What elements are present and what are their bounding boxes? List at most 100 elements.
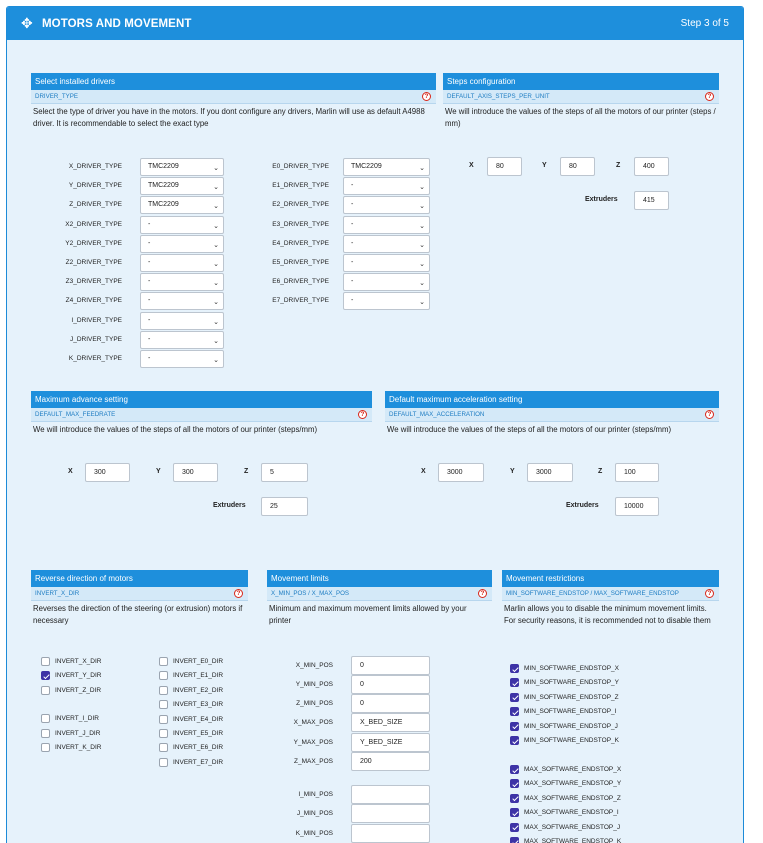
driver-select[interactable]: - ⌄ [140, 273, 224, 292]
z-label: Z [244, 468, 249, 475]
checkbox[interactable] [510, 793, 519, 803]
invert-checkbox[interactable]: INVERT_Z_DIR [41, 685, 101, 697]
max-endstop-checkbox[interactable]: MAX_SOFTWARE_ENDSTOP_I [510, 807, 619, 819]
feedrate-x-input[interactable]: 300 [85, 463, 130, 482]
checkbox[interactable] [159, 657, 168, 666]
question-circle-icon[interactable]: ? [358, 410, 367, 419]
limit-input[interactable] [351, 824, 430, 843]
driver-select[interactable]: TMC2209 ⌄ [140, 196, 224, 215]
steps-extruders-input[interactable]: 415 [634, 191, 669, 210]
limit-input[interactable] [351, 804, 430, 823]
checkbox[interactable] [510, 837, 519, 843]
question-circle-icon[interactable]: ? [478, 589, 487, 598]
driver-select[interactable]: - ⌄ [343, 215, 430, 234]
checkbox[interactable] [159, 685, 168, 695]
min-endstop-checkbox[interactable]: MIN_SOFTWARE_ENDSTOP_X [510, 663, 619, 675]
driver-select[interactable]: TMC2209 ⌄ [140, 158, 224, 176]
driver-select[interactable]: - ⌄ [140, 350, 224, 368]
question-circle-icon[interactable]: ? [705, 92, 714, 101]
feedrate-z-input[interactable]: 5 [261, 463, 308, 482]
checkbox[interactable] [41, 743, 50, 752]
checkbox[interactable] [510, 664, 519, 673]
feedrate-extruders-input[interactable]: 25 [261, 497, 308, 516]
checkbox[interactable] [510, 692, 519, 702]
checkbox[interactable] [159, 714, 168, 724]
steps-y-input[interactable]: 80 [560, 157, 595, 176]
min-endstop-checkbox[interactable]: MIN_SOFTWARE_ENDSTOP_J [510, 721, 618, 733]
accel-y-input[interactable]: 3000 [527, 463, 573, 482]
checkbox[interactable] [41, 729, 50, 738]
invert-checkbox[interactable]: INVERT_X_DIR [41, 656, 101, 668]
min-endstop-checkbox[interactable]: MIN_SOFTWARE_ENDSTOP_Y [510, 677, 619, 689]
min-endstop-checkbox[interactable]: MIN_SOFTWARE_ENDSTOP_I [510, 706, 616, 718]
driver-select[interactable]: TMC2209 ⌄ [140, 177, 224, 196]
checkbox[interactable] [41, 714, 50, 723]
checkbox[interactable] [159, 743, 168, 753]
invert-checkbox[interactable]: INVERT_E1_DIR [159, 670, 223, 682]
driver-select[interactable]: - ⌄ [140, 215, 224, 234]
max-endstop-checkbox[interactable]: MAX_SOFTWARE_ENDSTOP_Z [510, 793, 621, 805]
checkbox[interactable] [41, 671, 50, 680]
steps-x-input[interactable]: 80 [487, 157, 522, 176]
limit-input[interactable]: 0 [351, 694, 430, 713]
max-endstop-checkbox[interactable]: MAX_SOFTWARE_ENDSTOP_Y [510, 778, 621, 790]
invert-checkbox[interactable]: INVERT_E4_DIR [159, 714, 223, 726]
driver-select[interactable]: - ⌄ [140, 234, 224, 253]
driver-select[interactable]: - ⌄ [343, 292, 430, 311]
question-circle-icon[interactable]: ? [422, 92, 431, 101]
question-circle-icon[interactable]: ? [705, 589, 714, 598]
checkbox[interactable] [510, 808, 519, 818]
max-endstop-checkbox[interactable]: MAX_SOFTWARE_ENDSTOP_K [510, 836, 621, 843]
limit-input[interactable]: 0 [351, 675, 430, 694]
checkbox[interactable] [159, 671, 168, 681]
driver-select[interactable]: - ⌄ [140, 292, 224, 311]
accel-z-input[interactable]: 100 [615, 463, 659, 482]
checkbox[interactable] [510, 721, 519, 731]
feedrate-y-input[interactable]: 300 [173, 463, 218, 482]
checkbox[interactable] [510, 707, 519, 717]
checkbox[interactable] [510, 765, 519, 774]
invert-checkbox[interactable]: INVERT_E5_DIR [159, 728, 223, 740]
question-circle-icon[interactable]: ? [234, 589, 243, 598]
min-endstop-checkbox[interactable]: MIN_SOFTWARE_ENDSTOP_K [510, 735, 619, 747]
driver-select[interactable]: - ⌄ [343, 254, 430, 272]
driver-select[interactable]: - ⌄ [343, 234, 430, 253]
checkbox[interactable] [510, 678, 519, 688]
checkbox[interactable] [159, 729, 168, 738]
accel-extruders-input[interactable]: 10000 [615, 497, 659, 516]
checkbox[interactable] [159, 700, 168, 710]
max-endstop-checkbox[interactable]: MAX_SOFTWARE_ENDSTOP_J [510, 822, 620, 834]
checkbox[interactable] [510, 822, 519, 832]
checkbox[interactable] [159, 757, 168, 767]
driver-select[interactable]: - ⌄ [140, 330, 224, 349]
invert-checkbox[interactable]: INVERT_E7_DIR [159, 757, 223, 769]
driver-select[interactable]: - ⌄ [343, 196, 430, 215]
question-circle-icon[interactable]: ? [705, 410, 714, 419]
invert-checkbox[interactable]: INVERT_J_DIR [41, 728, 100, 740]
checkbox[interactable] [41, 657, 50, 666]
driver-select[interactable]: TMC2209 ⌄ [343, 158, 430, 176]
limit-input[interactable]: Y_BED_SIZE [351, 733, 430, 752]
steps-z-input[interactable]: 400 [634, 157, 669, 176]
invert-checkbox[interactable]: INVERT_E3_DIR [159, 699, 223, 711]
invert-checkbox[interactable]: INVERT_K_DIR [41, 742, 101, 754]
accel-x-input[interactable]: 3000 [438, 463, 484, 482]
max-endstop-checkbox[interactable]: MAX_SOFTWARE_ENDSTOP_X [510, 764, 621, 776]
checkbox[interactable] [41, 686, 50, 695]
invert-checkbox[interactable]: INVERT_E2_DIR [159, 685, 223, 697]
invert-checkbox[interactable]: INVERT_Y_DIR [41, 670, 101, 682]
limit-input[interactable] [351, 785, 430, 804]
min-endstop-checkbox[interactable]: MIN_SOFTWARE_ENDSTOP_Z [510, 692, 619, 704]
driver-select[interactable]: - ⌄ [140, 311, 224, 330]
driver-select[interactable]: - ⌄ [343, 177, 430, 196]
invert-checkbox[interactable]: INVERT_E0_DIR [159, 656, 223, 668]
checkbox[interactable] [510, 779, 519, 789]
limit-input[interactable]: X_BED_SIZE [351, 713, 430, 732]
checkbox[interactable] [510, 736, 519, 745]
limit-input[interactable]: 200 [351, 752, 430, 771]
invert-checkbox[interactable]: INVERT_E6_DIR [159, 742, 223, 754]
limit-input[interactable]: 0 [351, 656, 430, 675]
invert-checkbox[interactable]: INVERT_I_DIR [41, 713, 99, 725]
driver-select[interactable]: - ⌄ [140, 254, 224, 272]
driver-select[interactable]: - ⌄ [343, 273, 430, 292]
